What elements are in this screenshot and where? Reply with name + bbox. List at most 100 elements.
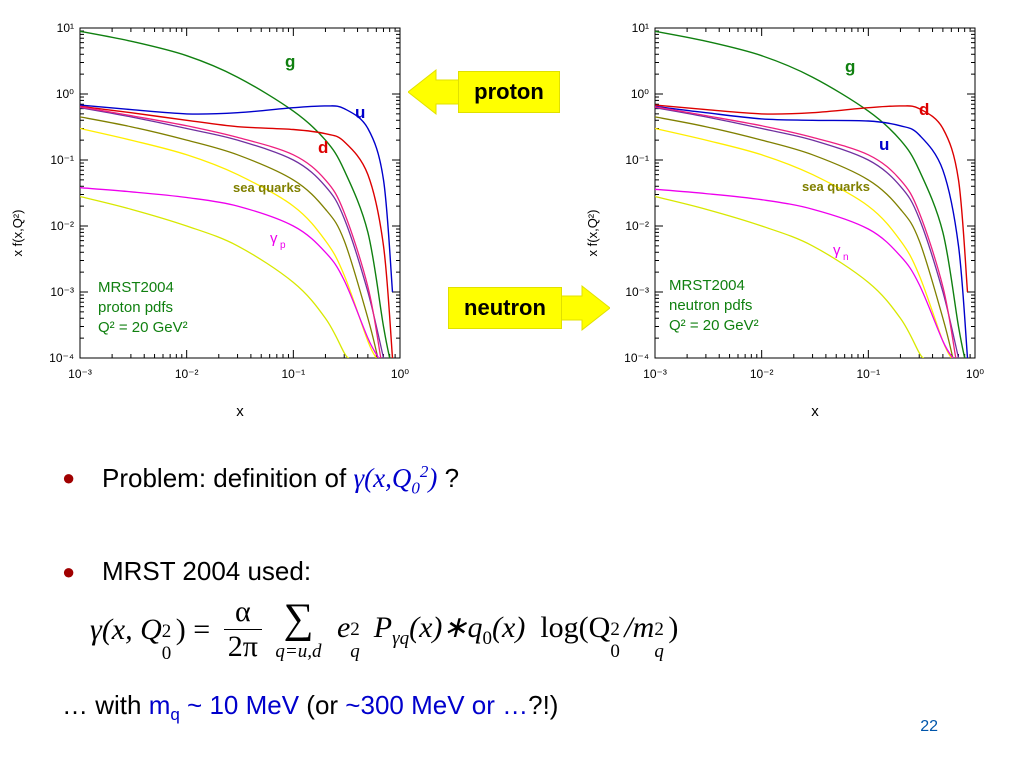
y-tick-label: 10⁻²: [625, 219, 649, 233]
mq-main: m: [148, 690, 171, 720]
footnote-value-10mev: ~ 10 MeV: [179, 690, 300, 720]
curve-c: [655, 195, 925, 358]
label-sea-quarks: sea quarks: [802, 179, 870, 194]
y-tick-label: 10⁻⁴: [49, 351, 74, 365]
footnote-end: ?!): [528, 690, 559, 720]
label-gamma-sub: p: [280, 240, 286, 251]
label-g: g: [845, 57, 855, 76]
formula-log-sub: 0: [610, 640, 620, 662]
formula-lhs-sup: 2: [161, 620, 172, 642]
curve-c: [80, 195, 350, 358]
y-tick-label: 10⁻²: [50, 219, 74, 233]
footnote: … with mq ~ 10 MeV (or ~300 MeV or …?!): [62, 690, 558, 725]
x-tick-label: 10⁻²: [175, 367, 199, 381]
formula-denominator: 2π: [227, 630, 258, 663]
curve-dbar: [655, 106, 957, 358]
curve-g: [80, 30, 391, 358]
formula-lhs-main: γ(x, Q: [90, 612, 162, 646]
footnote-value-300mev: ~300 MeV or …: [345, 690, 529, 720]
curve-ubar: [655, 107, 960, 358]
y-tick-label: 10⁻¹: [625, 153, 649, 167]
curve-d: [80, 105, 394, 358]
annotation-line: neutron pdfs: [669, 297, 752, 314]
gamma-expression: γ(x,Q02): [353, 462, 437, 497]
formula-q-sub: 0: [482, 627, 493, 649]
curve-sea: [655, 116, 954, 358]
annotation-line: proton pdfs: [98, 299, 173, 316]
proton-pdf-chart: 10⁻³ 10⁻² 10⁻¹ 10⁰ 10⁻⁴ 10⁻³ 10⁻² 10⁻¹ 10⁰ 10¹ x x …: [10, 21, 409, 420]
label-gamma: γ: [833, 242, 841, 259]
curves-group: [80, 30, 394, 358]
formula-end: ): [668, 610, 679, 644]
curve-d: [655, 104, 969, 293]
neutron-badge: neutron: [448, 287, 562, 329]
y-tick-label: 10¹: [57, 21, 74, 35]
x-tick-label: 10⁻¹: [856, 367, 880, 381]
bullet-problem-text: Problem: definition of γ(x,Q02) ?: [102, 462, 459, 498]
sum-subscript: q=u,d: [275, 640, 322, 662]
curve-dbar: [80, 106, 382, 358]
formula-mid2: (x): [492, 610, 526, 644]
x-axis-label: x: [236, 403, 244, 420]
x-tick-label: 10⁰: [391, 367, 409, 381]
label-g: g: [285, 52, 295, 71]
gamma-expression-sub: 0: [411, 478, 420, 498]
sum-symbol: ∑: [283, 595, 314, 642]
bullet-problem-prefix: Problem: definition of: [102, 463, 354, 493]
formula-e-sup: 2: [350, 618, 360, 640]
gamma-expression-sup: 2: [419, 462, 429, 481]
formula-P: P: [373, 610, 393, 644]
proton-badge: proton: [458, 71, 560, 113]
label-gamma: γ: [270, 230, 278, 247]
x-tick-label: 10⁰: [966, 367, 984, 381]
formula-slash: /m: [624, 610, 655, 644]
label-u: u: [879, 135, 889, 154]
formula-P-sub: γq: [392, 627, 410, 649]
formula-fraction: α 2π: [223, 595, 262, 664]
curve-gamma: [655, 188, 954, 358]
curve-sea: [80, 116, 379, 358]
label-u: u: [355, 103, 365, 122]
x-tick-label: 10⁻¹: [281, 367, 305, 381]
y-tick-label: 10⁰: [56, 87, 74, 101]
formula-e-sub: q: [350, 640, 360, 662]
curve-u: [655, 105, 969, 358]
bullet-icon: ●: [62, 465, 76, 490]
gamma-expression-main: γ(x,Q: [353, 463, 412, 493]
y-tick-label: 10¹: [632, 21, 649, 35]
x-axis-label: x: [811, 403, 819, 420]
formula-log: log(Q: [540, 610, 611, 644]
formula-lhs: γ(x, Q 2 0) =: [90, 612, 211, 664]
x-tick-label: 10⁻³: [68, 367, 92, 381]
label-d: d: [318, 138, 328, 157]
plot-frame: [654, 27, 976, 359]
x-tick-label: 10⁻³: [643, 367, 667, 381]
formula-e: e: [336, 610, 351, 644]
annotation-line: MRST2004: [98, 279, 174, 296]
neutron-pdf-chart: 10⁻³ 10⁻² 10⁻¹ 10⁰ 10⁻⁴ 10⁻³ 10⁻² 10⁻¹ 10⁰ 10¹ x x …: [585, 21, 984, 420]
label-sea-quarks: sea quarks: [233, 180, 301, 195]
y-tick-label: 10⁻³: [50, 285, 74, 299]
mq-symbol: mq: [148, 690, 180, 724]
formula-mid: (x)∗q: [409, 610, 483, 644]
formula-log-sup: 2: [610, 618, 620, 640]
formula-lhs-sub: 0: [161, 642, 172, 664]
bullet-problem-suffix: ?: [437, 463, 460, 493]
curve-gamma: [80, 187, 380, 358]
formula-numerator: α: [223, 595, 262, 630]
plot-frame: [79, 27, 401, 359]
curves-group: [655, 30, 969, 358]
label-d: d: [919, 100, 929, 119]
y-tick-label: 10⁰: [631, 87, 649, 101]
formula-lhs-close: ) =: [175, 612, 211, 646]
y-tick-label: 10⁻¹: [50, 153, 74, 167]
annotation-line: Q² = 20 GeV²: [669, 317, 759, 334]
annotation-line: MRST2004: [669, 277, 745, 294]
footnote-prefix: … with: [62, 690, 149, 720]
bullet-mrst-text: MRST 2004 used:: [102, 556, 312, 586]
bullet-icon: ●: [62, 559, 76, 584]
y-tick-label: 10⁻³: [625, 285, 649, 299]
curve-ubar: [80, 107, 385, 358]
